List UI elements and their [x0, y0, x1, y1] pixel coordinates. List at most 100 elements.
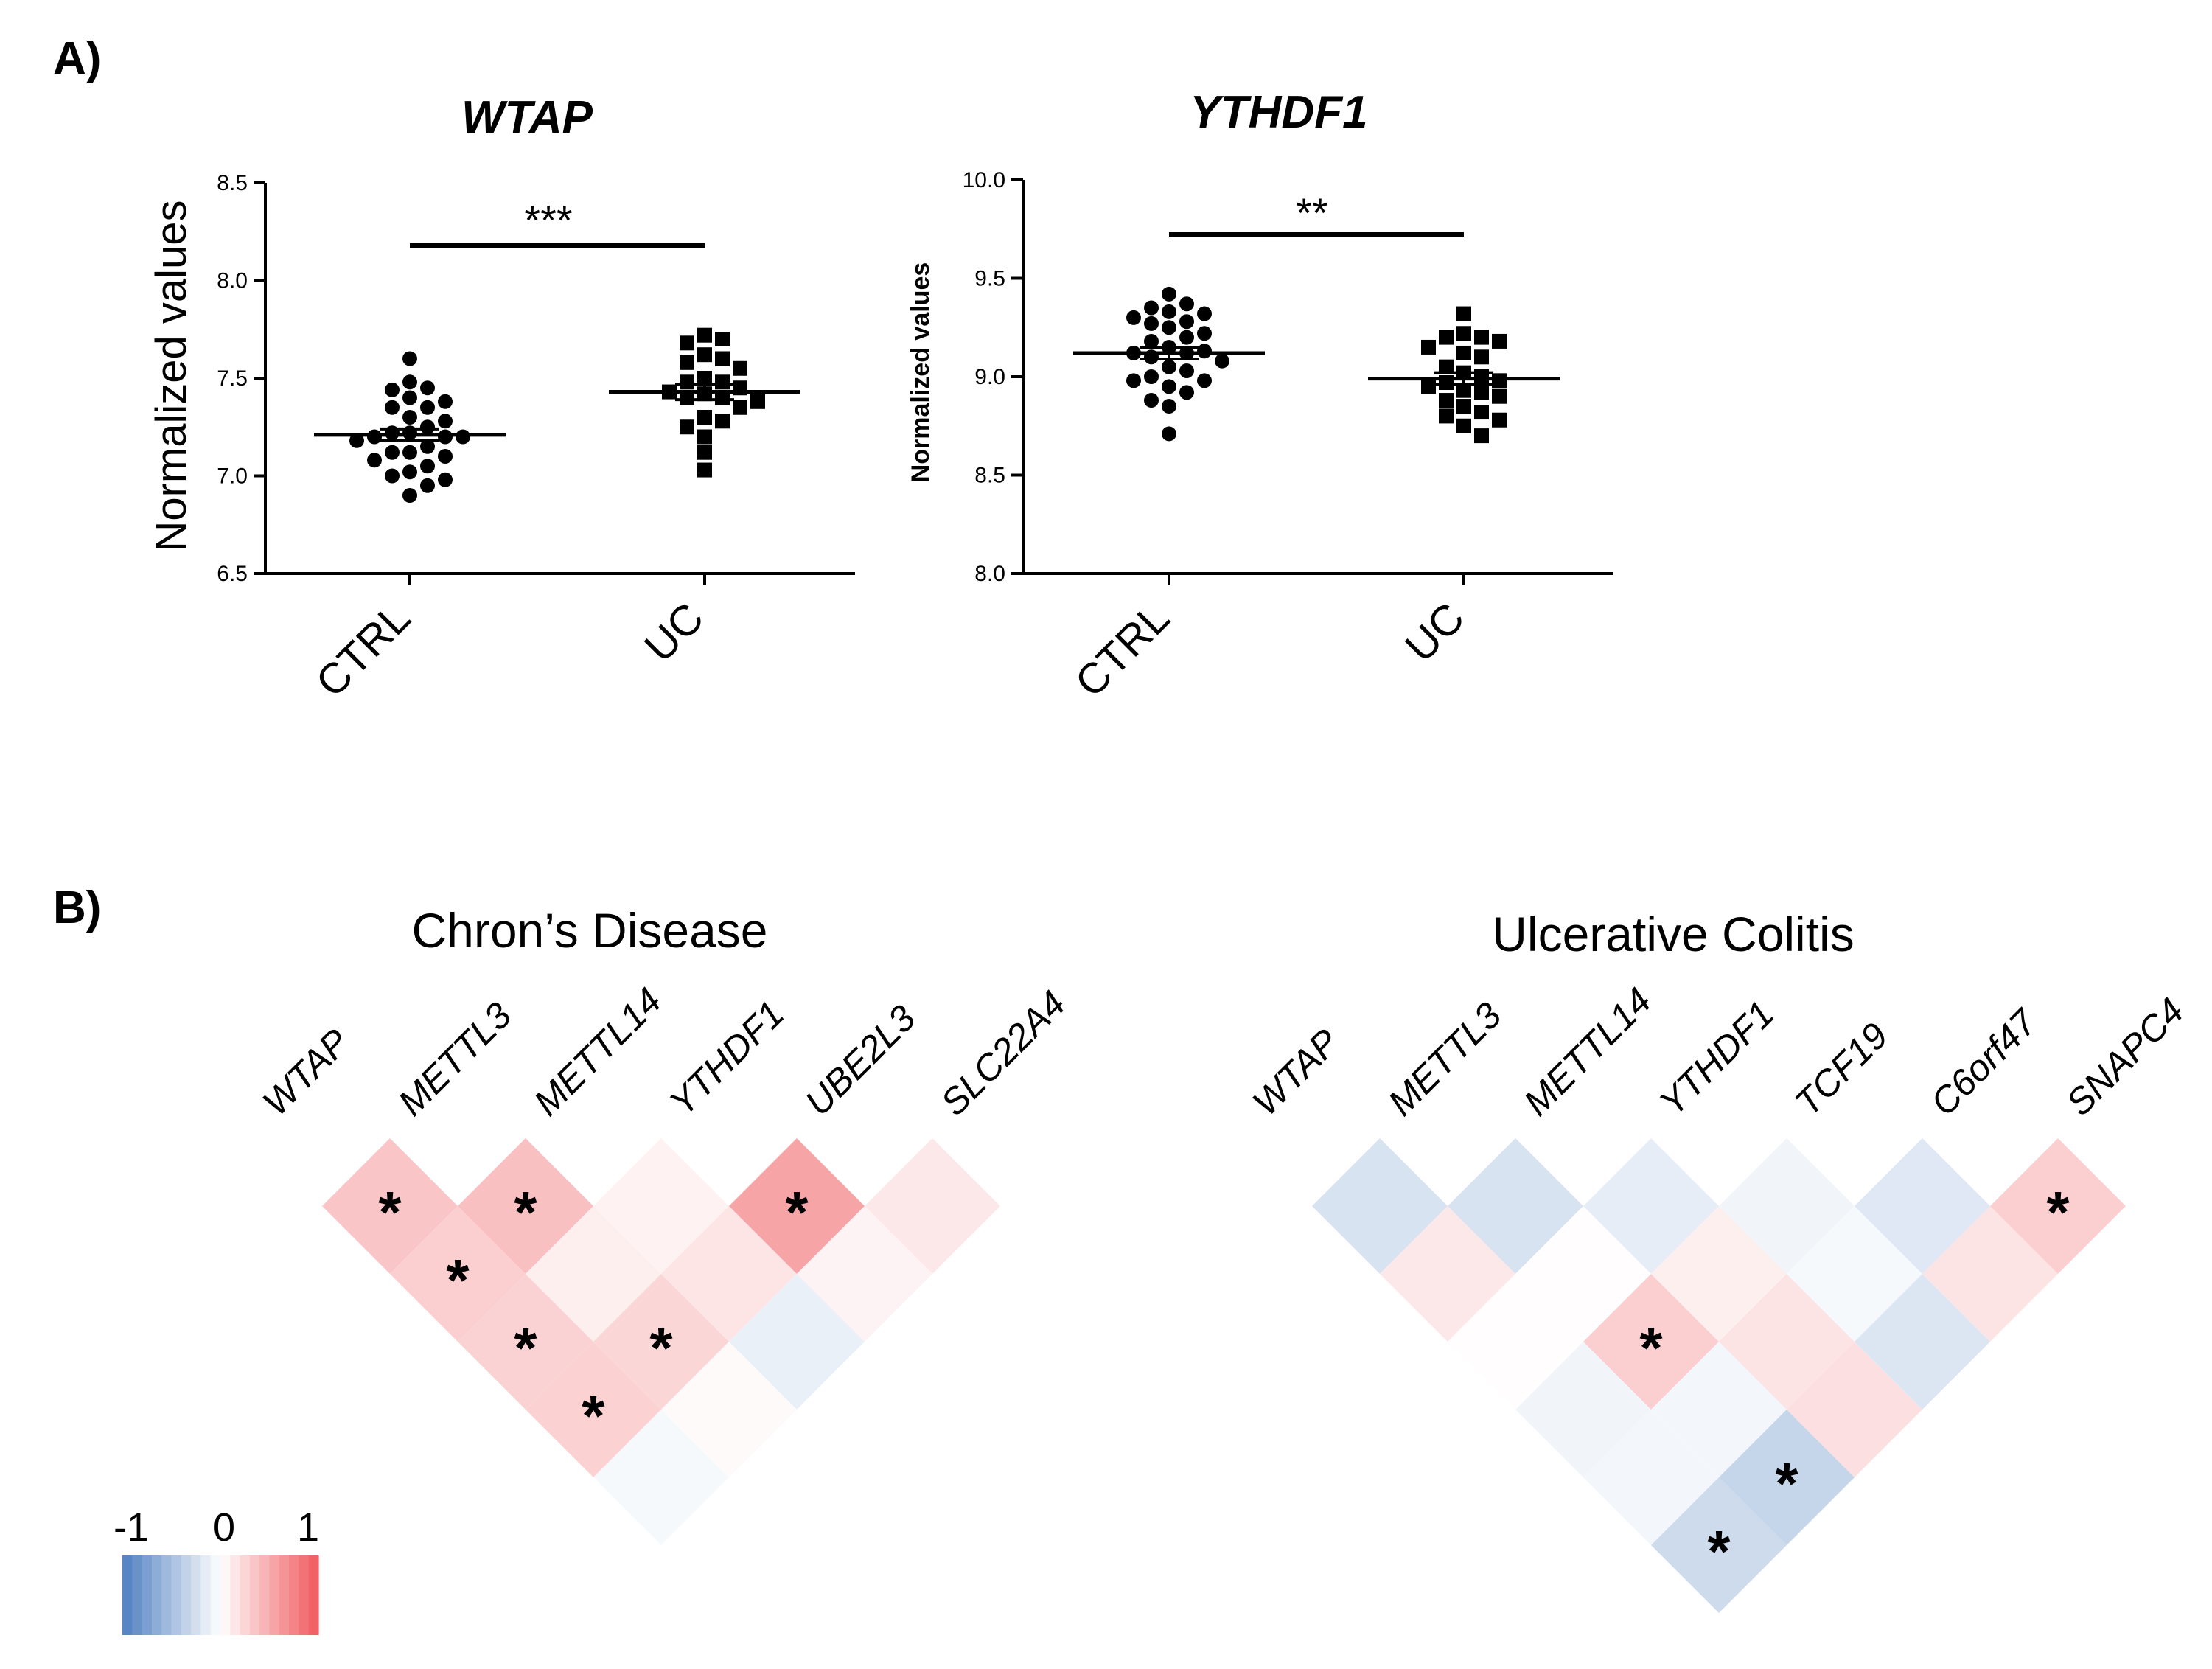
- wtap-x-tick-ctrl: CTRL: [307, 593, 419, 706]
- legend-color-swatch: [122, 1555, 133, 1635]
- wtap-scatter-chart: WTAP Normalized values CTRL UC *** 6.5 7.…: [147, 92, 855, 706]
- legend-color-swatch: [220, 1555, 231, 1635]
- wtap-point-ctrl: [420, 459, 435, 474]
- ythdf1-point-uc: [1456, 399, 1471, 414]
- uc-gene-label: METTL14: [1515, 980, 1659, 1123]
- wtap-point-uc: [680, 390, 694, 405]
- ythdf1-point-ctrl: [1162, 304, 1176, 319]
- uc-significance-star: *: [2046, 1180, 2070, 1245]
- wtap-x-tick-uc: UC: [635, 593, 713, 671]
- ythdf1-y-tick-label: 8.5: [974, 464, 1005, 488]
- ythdf1-point-uc: [1492, 412, 1507, 428]
- ythdf1-point-uc: [1421, 339, 1436, 355]
- uc-gene-label: SNAPC4: [2058, 990, 2191, 1123]
- legend-tick-min: -1: [114, 1505, 149, 1550]
- wtap-point-ctrl: [367, 453, 382, 468]
- wtap-point-ctrl: [438, 429, 453, 445]
- ythdf1-point-ctrl: [1162, 359, 1176, 374]
- ythdf1-point-uc: [1439, 330, 1454, 345]
- ythdf1-point-uc: [1474, 385, 1489, 400]
- legend-tick-max: 1: [297, 1505, 319, 1550]
- crohns-gene-label: YTHDF1: [661, 993, 792, 1123]
- ythdf1-point-ctrl: [1144, 316, 1159, 331]
- wtap-point-ctrl: [402, 488, 417, 503]
- wtap-point-uc: [750, 394, 765, 409]
- crohns-gene-label: METTL14: [526, 980, 669, 1123]
- legend-color-swatch: [181, 1555, 192, 1635]
- uc-gene-label: WTAP: [1244, 1021, 1347, 1124]
- wtap-point-uc: [733, 400, 747, 415]
- crohns-heatmap-title: Chron’s Disease: [411, 903, 767, 958]
- ythdf1-point-uc: [1456, 306, 1471, 321]
- panel-a-label: A): [53, 33, 101, 84]
- wtap-point-uc: [697, 347, 712, 363]
- wtap-point-uc: [715, 351, 730, 366]
- ythdf1-point-ctrl: [1126, 373, 1141, 388]
- wtap-point-uc: [715, 374, 730, 390]
- ythdf1-point-ctrl: [1162, 379, 1176, 394]
- ythdf1-point-uc: [1456, 418, 1471, 433]
- ythdf1-y-tick-label: 9.0: [974, 365, 1005, 389]
- uc-heatmap-title: Ulcerative Colitis: [1492, 907, 1854, 961]
- legend-color-swatch: [200, 1555, 212, 1635]
- crohns-heatmap: Chron’s Disease * * * * * * * WTAP METTL3 METTL1…: [254, 903, 1073, 1545]
- ythdf1-point-uc: [1474, 428, 1489, 444]
- uc-cell-c6orf47-snapc4: [1990, 1138, 2126, 1274]
- crohns-gene-label: UBE2L3: [797, 997, 923, 1123]
- wtap-point-uc: [697, 327, 712, 343]
- wtap-point-uc: [715, 414, 730, 429]
- wtap-point-uc: [697, 371, 712, 386]
- uc-gene-label: YTHDF1: [1651, 993, 1782, 1123]
- ythdf1-point-ctrl: [1215, 353, 1229, 369]
- legend-color-swatch: [151, 1555, 162, 1635]
- ythdf1-point-ctrl: [1179, 363, 1194, 378]
- legend-color-swatch: [240, 1555, 251, 1635]
- ythdf1-point-uc: [1492, 373, 1507, 388]
- crohns-gene-label: SLC22A4: [932, 983, 1073, 1123]
- wtap-point-ctrl: [438, 472, 453, 487]
- wtap-chart-title: WTAP: [461, 92, 593, 143]
- wtap-y-axis-label: Normalized values: [147, 200, 195, 551]
- wtap-point-ctrl: [420, 439, 435, 454]
- wtap-point-uc: [697, 462, 712, 478]
- ythdf1-point-ctrl: [1197, 306, 1212, 321]
- ythdf1-point-ctrl: [1162, 426, 1176, 442]
- legend-color-swatch: [299, 1555, 310, 1635]
- wtap-point-ctrl: [438, 394, 453, 409]
- ythdf1-point-uc: [1439, 359, 1454, 374]
- legend-color-swatch: [142, 1555, 153, 1635]
- crohns-significance-star: *: [649, 1315, 673, 1381]
- wtap-significance: ***: [524, 197, 572, 243]
- wtap-point-ctrl: [402, 374, 417, 390]
- wtap-point-uc: [715, 332, 730, 346]
- uc-significance-star: *: [1775, 1451, 1798, 1516]
- crohns-cell-ube2l3-slc22a4: [865, 1138, 1000, 1274]
- ythdf1-point-ctrl: [1144, 393, 1159, 408]
- ythdf1-x-tick-ctrl: CTRL: [1066, 593, 1179, 706]
- wtap-point-ctrl: [385, 382, 400, 397]
- wtap-point-ctrl: [385, 400, 400, 415]
- legend-color-swatch: [249, 1555, 260, 1635]
- ythdf1-point-ctrl: [1162, 286, 1176, 302]
- ythdf1-point-uc: [1439, 393, 1454, 408]
- wtap-point-ctrl: [367, 429, 382, 445]
- ythdf1-point-ctrl: [1197, 344, 1212, 359]
- ythdf1-point-ctrl: [1197, 326, 1212, 341]
- ythdf1-chart-title: YTHDF1: [1190, 87, 1367, 138]
- ythdf1-point-uc: [1474, 405, 1489, 420]
- crohns-significance-star: *: [582, 1383, 605, 1449]
- uc-gene-label: C6orf47: [1922, 1000, 2045, 1123]
- ythdf1-y-tick-label: 9.5: [974, 267, 1005, 291]
- wtap-point-uc: [715, 390, 730, 405]
- crohns-significance-star: *: [514, 1315, 537, 1381]
- uc-gene-label: TCF19: [1787, 1015, 1896, 1124]
- legend-color-swatch: [289, 1555, 299, 1635]
- crohns-gene-label: METTL3: [390, 994, 519, 1123]
- crohns-gene-label: WTAP: [254, 1021, 357, 1124]
- wtap-point-ctrl: [385, 445, 400, 460]
- wtap-y-tick-label: 7.5: [217, 366, 248, 391]
- crohns-significance-star: *: [446, 1247, 470, 1313]
- legend-color-swatch: [161, 1555, 172, 1635]
- legend-color-swatch: [191, 1555, 201, 1635]
